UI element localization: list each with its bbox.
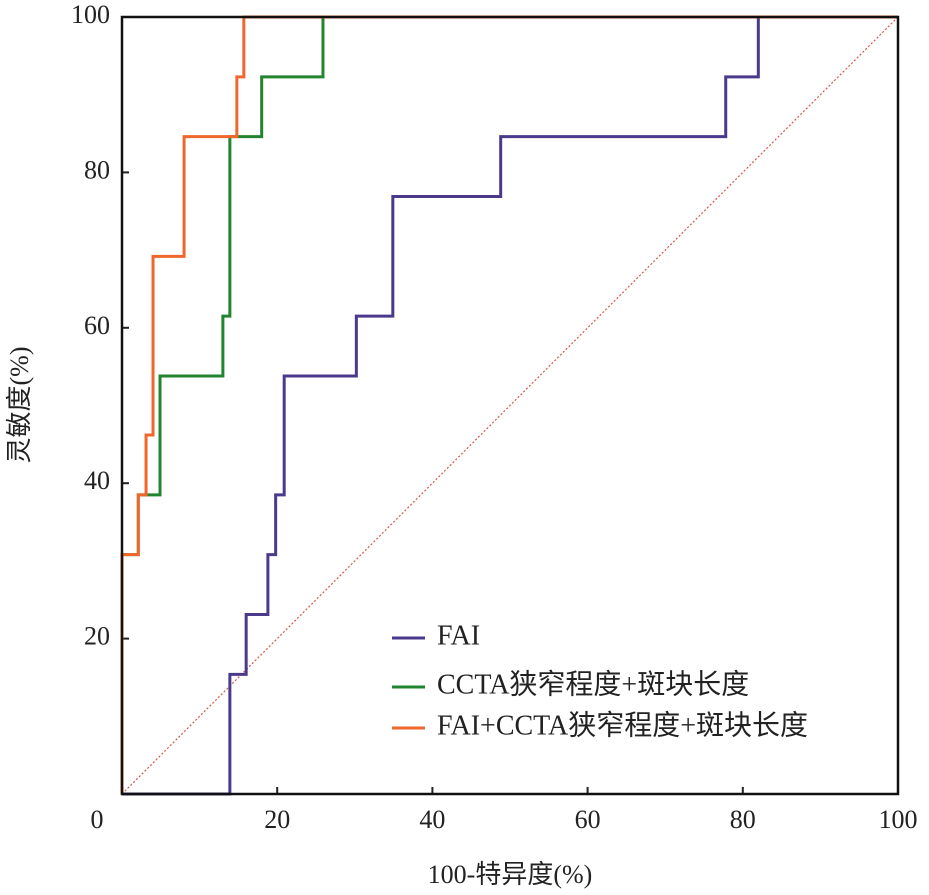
x-tick-label: 100 (879, 805, 918, 834)
x-tick-label: 0 (91, 805, 104, 834)
y-tick-label: 40 (84, 466, 110, 495)
roc-line (120, 15, 898, 794)
legend-label: FAI+CCTA狭窄程度+斑块长度 (437, 709, 808, 741)
y-axis-label: 灵敏度(%) (5, 347, 34, 464)
x-tick-label: 60 (575, 805, 601, 834)
y-tick-label: 100 (71, 0, 110, 29)
reference-line (121, 16, 899, 795)
roc-line (122, 15, 898, 796)
plot-frame (120, 15, 900, 796)
legend-label: CCTA狭窄程度+斑块长度 (437, 668, 749, 700)
x-tick-label: 80 (730, 805, 756, 834)
y-tick-label: 20 (84, 622, 110, 651)
x-axis-label: 100-特异度(%) (428, 860, 593, 889)
legend-label: FAI (437, 620, 480, 651)
x-tick-label: 40 (419, 805, 445, 834)
x-tick-label: 20 (264, 805, 290, 834)
legend: FAI CCTA狭窄程度+斑块长度 FAI+CCTA狭窄程度+斑块长度 (392, 620, 808, 741)
y-tick-label: 60 (84, 311, 110, 340)
y-tick-label: 80 (84, 155, 110, 184)
